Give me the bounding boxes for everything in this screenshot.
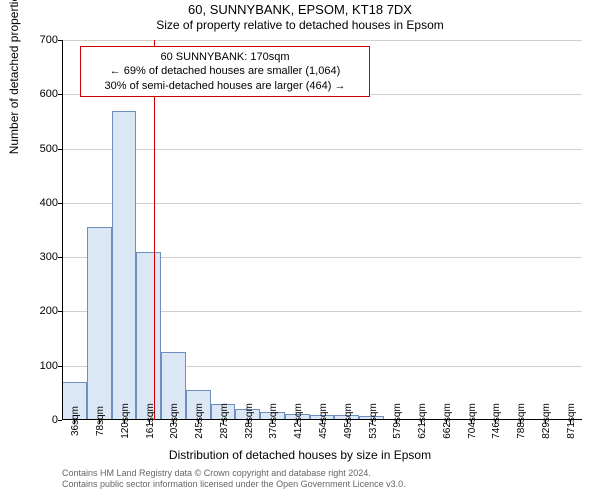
y-tick-label: 200	[40, 305, 58, 317]
footer-line-2: Contains public sector information licen…	[62, 479, 406, 490]
x-tick-label: 704sqm	[467, 403, 478, 439]
x-tick-mark	[198, 420, 199, 424]
x-tick-mark	[545, 420, 546, 424]
x-tick-label: 454sqm	[318, 403, 329, 439]
x-tick-label: 287sqm	[219, 403, 230, 439]
y-tick-label: 500	[40, 143, 58, 155]
annotation-box: 60 SUNNYBANK: 170sqm← 69% of detached ho…	[80, 46, 370, 97]
x-tick-mark	[124, 420, 125, 424]
x-tick-mark	[173, 420, 174, 424]
x-tick-mark	[248, 420, 249, 424]
x-tick-mark	[297, 420, 298, 424]
y-tick-mark	[58, 94, 62, 95]
property-size-chart: { "title": "60, SUNNYBANK, EPSOM, KT18 7…	[0, 0, 600, 500]
annotation-line-2: ← 69% of detached houses are smaller (1,…	[87, 64, 363, 78]
y-tick-label: 300	[40, 251, 58, 263]
gridline	[62, 40, 582, 41]
x-axis-label: Distribution of detached houses by size …	[0, 448, 600, 462]
annotation-line-1: 60 SUNNYBANK: 170sqm	[87, 50, 363, 64]
x-tick-mark	[322, 420, 323, 424]
chart-footer: Contains HM Land Registry data © Crown c…	[62, 468, 406, 490]
x-tick-mark	[347, 420, 348, 424]
x-tick-mark	[421, 420, 422, 424]
x-tick-label: 328sqm	[244, 403, 255, 439]
y-tick-label: 700	[40, 34, 58, 46]
y-axis-line	[62, 40, 63, 420]
histogram-bar	[136, 252, 161, 420]
y-tick-label: 600	[40, 88, 58, 100]
gridline	[62, 203, 582, 204]
y-tick-mark	[58, 40, 62, 41]
y-tick-mark	[58, 311, 62, 312]
y-tick-label: 400	[40, 197, 58, 209]
x-tick-label: 120sqm	[120, 403, 131, 439]
x-tick-label: 829sqm	[541, 403, 552, 439]
chart-title: 60, SUNNYBANK, EPSOM, KT18 7DX	[0, 2, 600, 17]
x-tick-label: 537sqm	[368, 403, 379, 439]
x-tick-label: 161sqm	[145, 403, 156, 439]
x-tick-label: 412sqm	[293, 403, 304, 439]
x-tick-label: 203sqm	[169, 403, 180, 439]
x-tick-mark	[495, 420, 496, 424]
y-tick-mark	[58, 149, 62, 150]
x-tick-mark	[223, 420, 224, 424]
y-tick-mark	[58, 366, 62, 367]
y-tick-mark	[58, 420, 62, 421]
y-axis-label: Number of detached properties	[7, 0, 21, 154]
x-tick-mark	[520, 420, 521, 424]
x-tick-label: 495sqm	[343, 403, 354, 439]
chart-subtitle: Size of property relative to detached ho…	[0, 18, 600, 32]
x-tick-mark	[396, 420, 397, 424]
x-tick-label: 788sqm	[516, 403, 527, 439]
x-tick-mark	[570, 420, 571, 424]
x-tick-label: 746sqm	[491, 403, 502, 439]
x-tick-mark	[99, 420, 100, 424]
x-tick-label: 245sqm	[194, 403, 205, 439]
x-tick-label: 78sqm	[95, 406, 106, 436]
x-tick-mark	[471, 420, 472, 424]
histogram-bar	[87, 227, 112, 420]
x-tick-label: 662sqm	[442, 403, 453, 439]
x-tick-mark	[272, 420, 273, 424]
y-tick-mark	[58, 203, 62, 204]
footer-line-1: Contains HM Land Registry data © Crown c…	[62, 468, 406, 479]
x-tick-label: 36sqm	[70, 406, 81, 436]
x-tick-mark	[446, 420, 447, 424]
y-tick-label: 100	[40, 360, 58, 372]
plot-area	[62, 40, 582, 420]
gridline	[62, 149, 582, 150]
x-tick-label: 871sqm	[566, 403, 577, 439]
x-tick-label: 370sqm	[268, 403, 279, 439]
x-tick-mark	[149, 420, 150, 424]
x-tick-label: 579sqm	[392, 403, 403, 439]
property-marker-line	[154, 40, 155, 420]
x-tick-mark	[372, 420, 373, 424]
y-tick-mark	[58, 257, 62, 258]
annotation-line-3: 30% of semi-detached houses are larger (…	[87, 79, 363, 93]
x-tick-label: 621sqm	[417, 403, 428, 439]
x-tick-mark	[74, 420, 75, 424]
histogram-bar	[112, 111, 137, 420]
